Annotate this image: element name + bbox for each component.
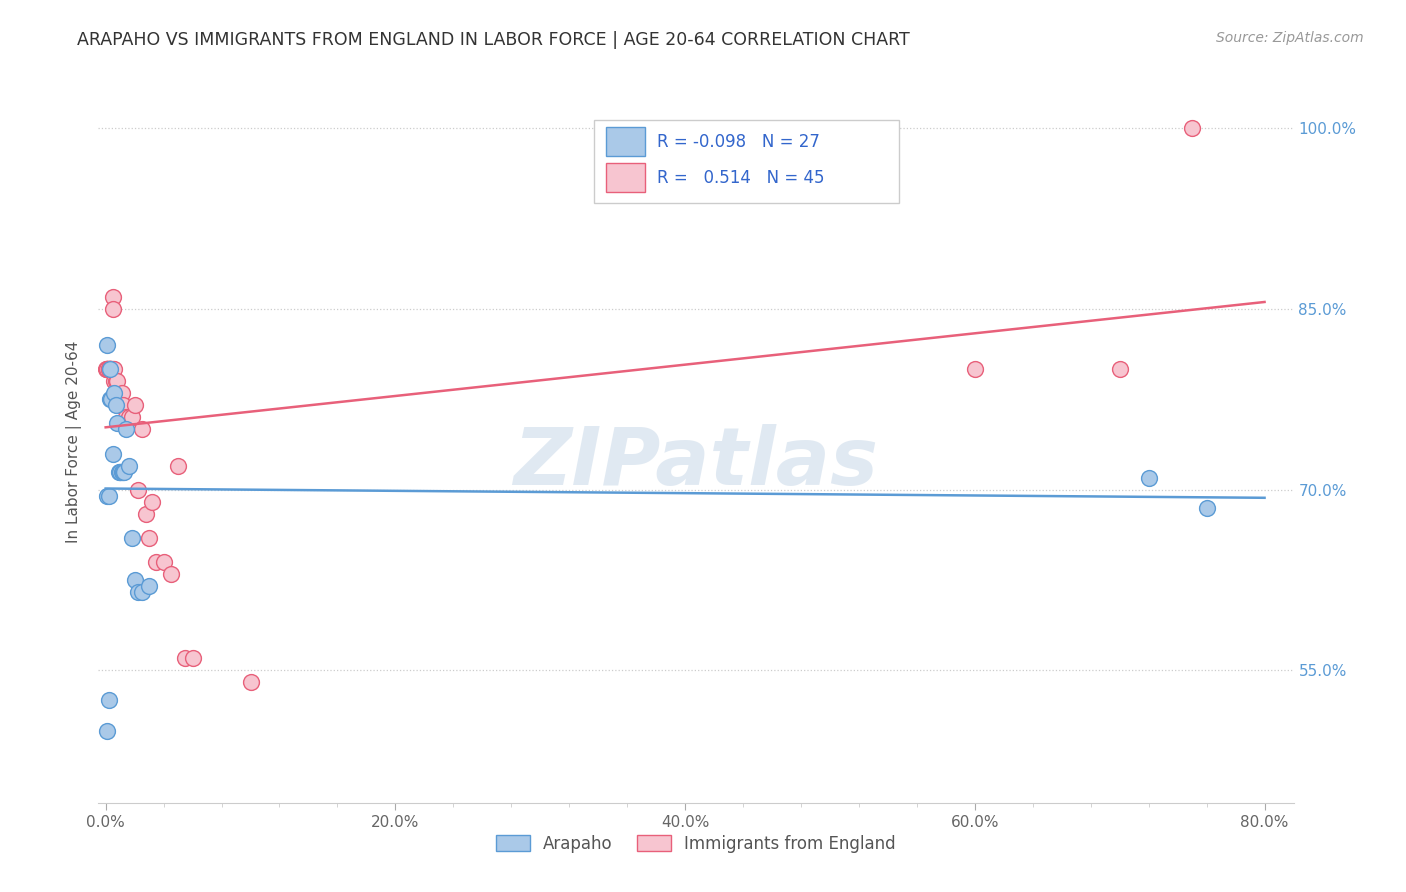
Point	[121, 531, 143, 545]
Point	[127, 585, 149, 599]
Text: R = -0.098   N = 27: R = -0.098 N = 27	[657, 133, 820, 151]
Point	[96, 723, 118, 738]
Point	[97, 362, 120, 376]
Point	[1181, 121, 1204, 136]
Point	[96, 362, 118, 376]
Point	[1137, 471, 1160, 485]
Point	[103, 362, 125, 376]
FancyBboxPatch shape	[595, 120, 900, 203]
Point	[135, 507, 157, 521]
Point	[105, 417, 128, 431]
Point	[118, 458, 141, 473]
Point	[112, 465, 135, 479]
Point	[98, 362, 121, 376]
Point	[100, 362, 122, 376]
Point	[112, 398, 135, 412]
Point	[108, 465, 131, 479]
Point	[97, 362, 120, 376]
Point	[110, 386, 132, 401]
Point	[124, 398, 146, 412]
Text: Source: ZipAtlas.com: Source: ZipAtlas.com	[1216, 31, 1364, 45]
Point	[115, 423, 138, 437]
Point	[98, 362, 121, 376]
Bar	[606, 163, 644, 193]
Point	[174, 651, 197, 665]
Point	[96, 489, 118, 503]
Y-axis label: In Labor Force | Age 20-64: In Labor Force | Age 20-64	[66, 341, 83, 542]
Point	[98, 362, 121, 376]
Point	[160, 567, 183, 582]
Point	[138, 531, 160, 545]
Point	[121, 410, 143, 425]
Point	[97, 693, 120, 707]
Point	[96, 362, 118, 376]
Point	[1108, 362, 1130, 376]
Point	[101, 301, 124, 317]
Point	[124, 573, 146, 587]
Point	[96, 362, 118, 376]
Point	[1195, 500, 1218, 515]
Point	[100, 392, 122, 407]
Point	[107, 398, 129, 412]
Point	[239, 675, 262, 690]
Point	[145, 555, 167, 569]
Point	[108, 465, 131, 479]
Point	[114, 465, 136, 479]
Point	[127, 483, 149, 497]
Point	[97, 489, 120, 503]
Point	[97, 362, 120, 376]
Point	[96, 362, 118, 376]
Point	[115, 410, 138, 425]
Legend: Arapaho, Immigrants from England: Arapaho, Immigrants from England	[489, 828, 903, 860]
Bar	[606, 128, 644, 156]
Text: R =   0.514   N = 45: R = 0.514 N = 45	[657, 169, 824, 186]
Point	[104, 398, 127, 412]
Point	[141, 495, 163, 509]
Point	[138, 579, 160, 593]
Point	[105, 375, 128, 389]
Point	[963, 362, 986, 376]
Point	[101, 362, 124, 376]
Point	[96, 338, 118, 352]
Point	[101, 290, 124, 304]
Point	[98, 362, 121, 376]
Point	[107, 465, 129, 479]
Point	[110, 465, 132, 479]
Point	[118, 410, 141, 425]
Point	[98, 392, 121, 407]
Point	[131, 423, 153, 437]
Point	[108, 398, 131, 412]
Point	[131, 585, 153, 599]
Text: ZIPatlas: ZIPatlas	[513, 425, 879, 502]
Point	[104, 375, 127, 389]
Point	[181, 651, 204, 665]
Text: ARAPAHO VS IMMIGRANTS FROM ENGLAND IN LABOR FORCE | AGE 20-64 CORRELATION CHART: ARAPAHO VS IMMIGRANTS FROM ENGLAND IN LA…	[77, 31, 910, 49]
Point	[100, 362, 122, 376]
Point	[167, 458, 190, 473]
Point	[152, 555, 174, 569]
Point	[98, 362, 121, 376]
Point	[103, 375, 125, 389]
Point	[101, 447, 124, 461]
Point	[94, 362, 117, 376]
Point	[96, 362, 118, 376]
Point	[103, 386, 125, 401]
